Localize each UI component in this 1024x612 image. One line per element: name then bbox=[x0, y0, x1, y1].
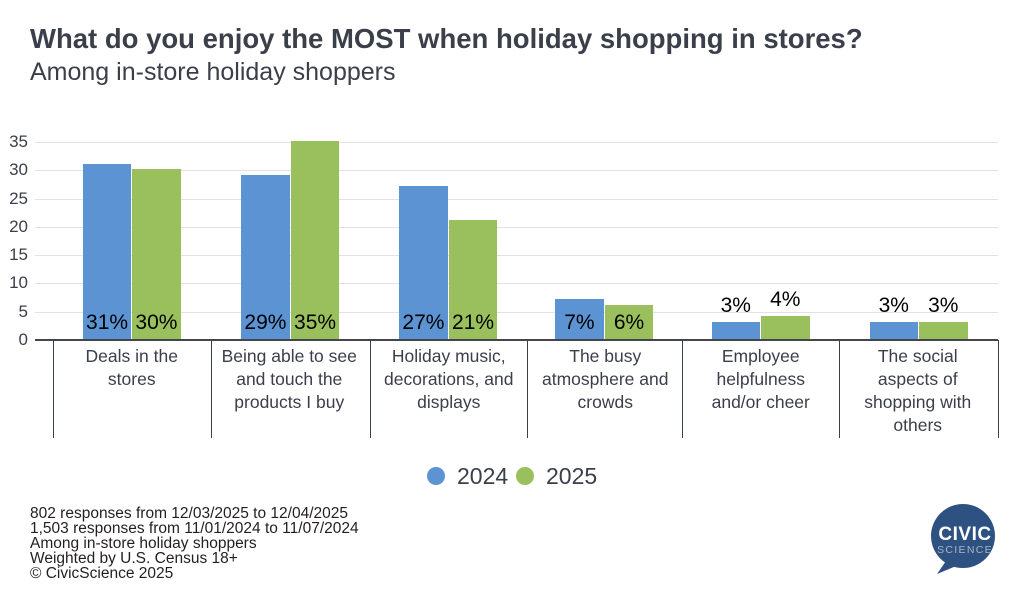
svg-text:SCIENCE: SCIENCE bbox=[937, 544, 993, 556]
svg-text:CIVIC: CIVIC bbox=[938, 524, 991, 545]
